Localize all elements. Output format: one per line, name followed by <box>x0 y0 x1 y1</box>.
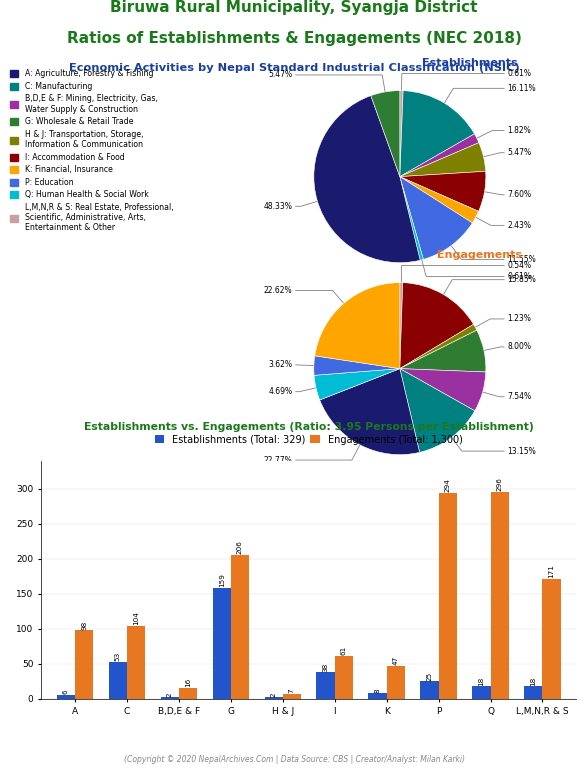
Wedge shape <box>400 177 479 223</box>
Text: 1.23%: 1.23% <box>474 314 531 328</box>
Wedge shape <box>320 369 420 455</box>
Wedge shape <box>400 283 403 369</box>
Text: 206: 206 <box>237 540 243 554</box>
Text: Ratios of Establishments & Engagements (NEC 2018): Ratios of Establishments & Engagements (… <box>66 31 522 46</box>
Bar <box>420 681 439 699</box>
Text: 8: 8 <box>375 688 380 693</box>
Wedge shape <box>314 369 400 400</box>
Text: 13.15%: 13.15% <box>450 436 536 455</box>
Text: 296: 296 <box>497 477 503 491</box>
Bar <box>230 554 249 699</box>
Text: 3.62%: 3.62% <box>268 360 315 369</box>
Text: 48.33%: 48.33% <box>263 201 319 210</box>
Bar <box>472 687 490 699</box>
Text: Economic Activities by Nepal Standard Industrial Classification (NSIC): Economic Activities by Nepal Standard In… <box>69 63 519 73</box>
Text: 0.54%: 0.54% <box>401 261 532 284</box>
Text: 7: 7 <box>289 689 295 694</box>
Bar <box>490 492 509 699</box>
Bar <box>335 656 353 699</box>
Wedge shape <box>400 283 473 369</box>
Wedge shape <box>400 91 475 177</box>
Bar <box>439 493 457 699</box>
Text: (Copyright © 2020 NepalArchives.Com | Data Source: CBS | Creator/Analyst: Milan : (Copyright © 2020 NepalArchives.Com | Da… <box>123 755 465 764</box>
Text: 294: 294 <box>445 478 450 492</box>
Text: 0.61%: 0.61% <box>422 258 532 281</box>
Wedge shape <box>400 177 472 260</box>
Text: 38: 38 <box>323 662 329 671</box>
Text: 22.62%: 22.62% <box>263 286 345 305</box>
Bar <box>109 662 127 699</box>
Bar <box>57 695 75 699</box>
Wedge shape <box>400 91 403 177</box>
Text: 11.55%: 11.55% <box>450 244 536 264</box>
Wedge shape <box>315 283 400 369</box>
Text: 15.85%: 15.85% <box>443 275 536 296</box>
Bar <box>213 588 230 699</box>
Text: 2.43%: 2.43% <box>475 217 532 230</box>
Text: 16: 16 <box>185 677 191 687</box>
Text: 5.47%: 5.47% <box>268 71 385 94</box>
Title: Establishments vs. Engagements (Ratio: 3.95 Persons per Establishment): Establishments vs. Engagements (Ratio: 3… <box>84 422 533 432</box>
Bar <box>179 687 197 699</box>
Legend: A: Agriculture, Forestry & Fishing, C: Manufacturing, B,D,E & F: Mining, Electri: A: Agriculture, Forestry & Fishing, C: M… <box>10 69 173 233</box>
Text: 6: 6 <box>63 690 69 694</box>
Wedge shape <box>400 369 486 411</box>
Text: 8.00%: 8.00% <box>482 343 532 352</box>
Wedge shape <box>400 143 486 177</box>
Wedge shape <box>314 356 400 376</box>
Text: 18: 18 <box>530 677 536 686</box>
Text: 7.60%: 7.60% <box>483 190 532 199</box>
Text: 1.82%: 1.82% <box>476 126 531 139</box>
Wedge shape <box>400 177 423 260</box>
Bar <box>75 631 93 699</box>
Text: 104: 104 <box>133 611 139 625</box>
Text: 16.11%: 16.11% <box>443 84 536 104</box>
Text: 2: 2 <box>270 692 276 697</box>
Text: 25: 25 <box>426 671 433 680</box>
Wedge shape <box>400 324 477 369</box>
Legend: Establishments (Total: 329), Engagements (Total: 1,300): Establishments (Total: 329), Engagements… <box>155 435 463 445</box>
Wedge shape <box>314 96 420 263</box>
Text: 2: 2 <box>167 692 173 697</box>
Bar <box>524 687 543 699</box>
Text: 18: 18 <box>479 677 485 686</box>
Wedge shape <box>371 91 400 177</box>
Text: 7.54%: 7.54% <box>481 392 532 401</box>
Text: 47: 47 <box>393 656 399 665</box>
Text: 0.61%: 0.61% <box>402 69 532 92</box>
Text: 4.69%: 4.69% <box>268 387 318 396</box>
Bar <box>387 666 405 699</box>
Text: 5.47%: 5.47% <box>482 148 532 157</box>
Bar <box>316 672 335 699</box>
Text: Establishments: Establishments <box>423 58 518 68</box>
Wedge shape <box>400 330 486 372</box>
Bar <box>265 697 283 699</box>
Wedge shape <box>400 369 475 452</box>
Text: 171: 171 <box>549 564 554 578</box>
Text: Engagements: Engagements <box>437 250 522 260</box>
Bar <box>127 626 145 699</box>
Bar <box>161 697 179 699</box>
Text: 53: 53 <box>115 652 121 661</box>
Bar <box>283 694 301 699</box>
Text: 61: 61 <box>341 646 347 655</box>
Text: 22.77%: 22.77% <box>263 443 360 465</box>
Text: 98: 98 <box>81 621 87 630</box>
Wedge shape <box>400 134 479 177</box>
Text: 159: 159 <box>219 573 225 587</box>
Bar <box>369 694 387 699</box>
Bar <box>543 579 560 699</box>
Text: Biruwa Rural Municipality, Syangja District: Biruwa Rural Municipality, Syangja Distr… <box>111 0 477 15</box>
Wedge shape <box>400 171 486 211</box>
